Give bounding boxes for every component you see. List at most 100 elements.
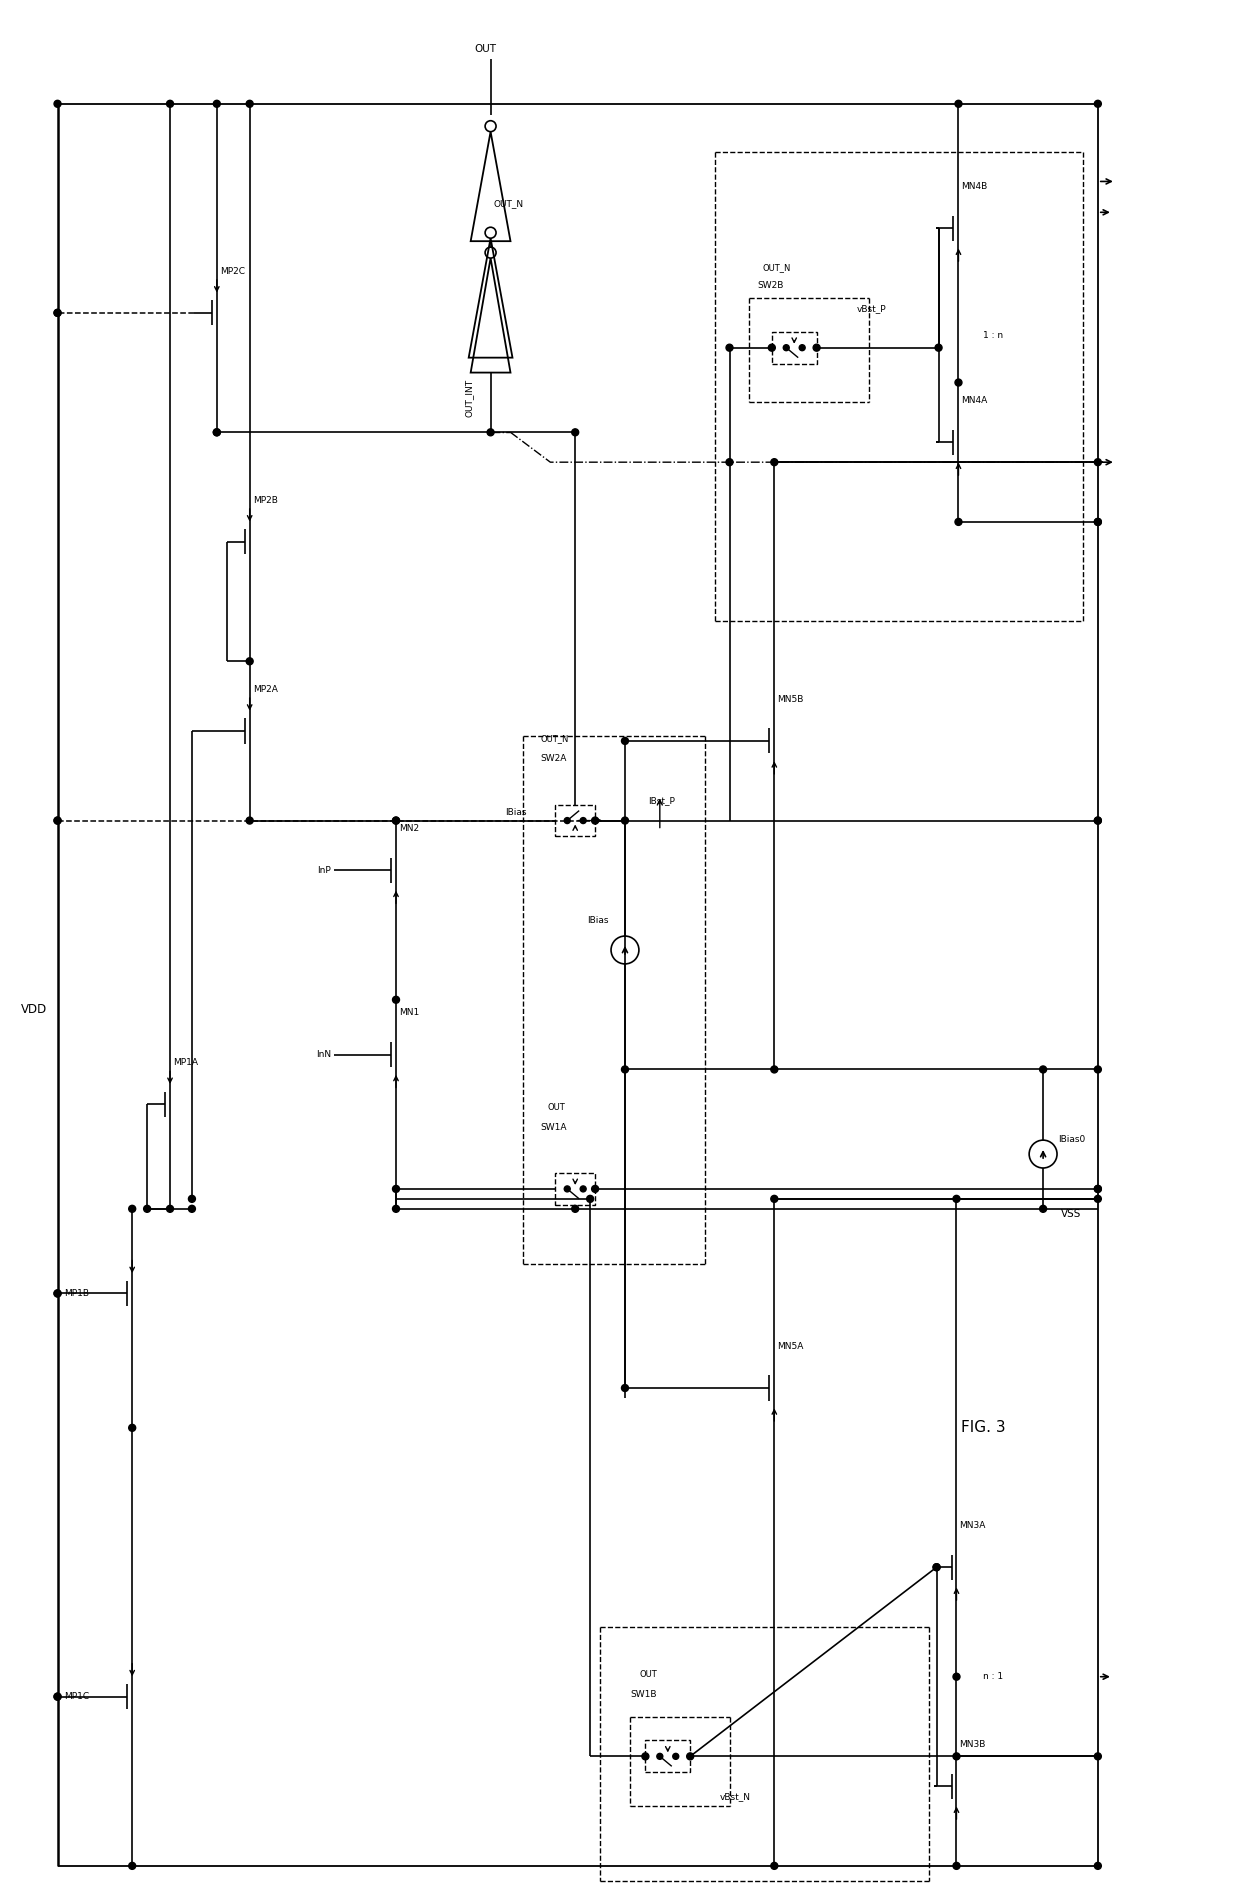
Circle shape bbox=[55, 1289, 61, 1297]
Circle shape bbox=[1095, 818, 1101, 823]
Text: OUT_N: OUT_N bbox=[494, 199, 523, 208]
Text: vBst_P: vBst_P bbox=[857, 305, 887, 314]
Circle shape bbox=[55, 100, 61, 108]
Circle shape bbox=[1095, 1863, 1101, 1870]
Circle shape bbox=[1039, 1066, 1047, 1073]
Circle shape bbox=[954, 1863, 960, 1870]
Circle shape bbox=[1039, 1206, 1047, 1212]
Circle shape bbox=[1095, 1066, 1101, 1073]
Circle shape bbox=[572, 430, 579, 435]
Circle shape bbox=[393, 996, 399, 1003]
Text: VSS: VSS bbox=[1061, 1210, 1081, 1219]
Text: SW1A: SW1A bbox=[541, 1123, 567, 1132]
Circle shape bbox=[213, 430, 221, 435]
Circle shape bbox=[784, 345, 789, 350]
Circle shape bbox=[621, 1384, 629, 1391]
Circle shape bbox=[1095, 519, 1101, 526]
Text: OUT_INT: OUT_INT bbox=[464, 379, 474, 416]
Circle shape bbox=[213, 100, 221, 108]
Circle shape bbox=[954, 1673, 960, 1681]
Text: vBst_N: vBst_N bbox=[719, 1791, 750, 1800]
Circle shape bbox=[771, 1194, 777, 1202]
Circle shape bbox=[591, 818, 599, 823]
Circle shape bbox=[932, 1564, 940, 1571]
Circle shape bbox=[800, 345, 805, 350]
Text: MN4A: MN4A bbox=[961, 396, 988, 405]
Circle shape bbox=[621, 818, 629, 823]
Circle shape bbox=[727, 458, 733, 466]
Circle shape bbox=[1095, 100, 1101, 108]
Circle shape bbox=[55, 1289, 61, 1297]
Text: OUT: OUT bbox=[475, 44, 496, 55]
Text: IBst_P: IBst_P bbox=[647, 797, 675, 805]
Circle shape bbox=[932, 1564, 940, 1571]
Circle shape bbox=[55, 818, 61, 823]
Circle shape bbox=[564, 818, 570, 823]
Circle shape bbox=[247, 818, 253, 823]
Circle shape bbox=[55, 1692, 61, 1700]
Circle shape bbox=[580, 1185, 587, 1193]
Circle shape bbox=[564, 1185, 570, 1193]
Text: IBias: IBias bbox=[588, 916, 609, 924]
Circle shape bbox=[769, 345, 775, 352]
Circle shape bbox=[393, 1206, 399, 1212]
Circle shape bbox=[572, 1206, 579, 1212]
Text: MN4B: MN4B bbox=[961, 182, 988, 191]
Text: MP1A: MP1A bbox=[174, 1058, 198, 1068]
Circle shape bbox=[144, 1206, 150, 1212]
Text: 1 : n: 1 : n bbox=[983, 331, 1003, 339]
Circle shape bbox=[1095, 818, 1101, 823]
Circle shape bbox=[55, 1692, 61, 1700]
Circle shape bbox=[1095, 1185, 1101, 1193]
Circle shape bbox=[657, 1753, 663, 1759]
Circle shape bbox=[55, 309, 61, 316]
Circle shape bbox=[687, 1753, 693, 1760]
Text: SW2A: SW2A bbox=[541, 753, 567, 763]
Circle shape bbox=[166, 100, 174, 108]
Circle shape bbox=[771, 1066, 777, 1073]
Text: MN3B: MN3B bbox=[960, 1740, 986, 1749]
Text: MP1B: MP1B bbox=[64, 1289, 89, 1299]
Circle shape bbox=[188, 1194, 196, 1202]
Circle shape bbox=[393, 818, 399, 823]
Circle shape bbox=[771, 458, 777, 466]
Text: InN: InN bbox=[316, 1051, 331, 1058]
Text: OUT_N: OUT_N bbox=[541, 734, 569, 744]
Circle shape bbox=[621, 1066, 629, 1073]
Circle shape bbox=[771, 1863, 777, 1870]
Text: OUT: OUT bbox=[547, 1104, 565, 1111]
Circle shape bbox=[954, 1753, 960, 1760]
Circle shape bbox=[1095, 1753, 1101, 1760]
Text: OUT_N: OUT_N bbox=[763, 263, 791, 273]
Circle shape bbox=[642, 1753, 649, 1760]
Circle shape bbox=[247, 100, 253, 108]
Text: OUT: OUT bbox=[640, 1670, 657, 1679]
Circle shape bbox=[129, 1206, 135, 1212]
Text: MN5B: MN5B bbox=[777, 695, 804, 704]
Circle shape bbox=[727, 345, 733, 352]
Circle shape bbox=[487, 430, 494, 435]
Circle shape bbox=[954, 1194, 960, 1202]
Circle shape bbox=[935, 345, 942, 352]
Text: MP2A: MP2A bbox=[253, 685, 278, 693]
Text: MN2: MN2 bbox=[399, 823, 419, 833]
Circle shape bbox=[587, 1194, 594, 1202]
Text: VDD: VDD bbox=[21, 1003, 47, 1017]
Text: IBias: IBias bbox=[506, 808, 527, 818]
Circle shape bbox=[955, 100, 962, 108]
Circle shape bbox=[1095, 1185, 1101, 1193]
Circle shape bbox=[213, 430, 221, 435]
Circle shape bbox=[955, 379, 962, 386]
Circle shape bbox=[247, 657, 253, 664]
Circle shape bbox=[813, 345, 820, 352]
Text: FIG. 3: FIG. 3 bbox=[961, 1420, 1006, 1435]
Circle shape bbox=[621, 738, 629, 744]
Text: MP2B: MP2B bbox=[253, 496, 278, 505]
Text: MP2C: MP2C bbox=[219, 267, 244, 276]
Circle shape bbox=[393, 818, 399, 823]
Text: SW2B: SW2B bbox=[758, 282, 784, 290]
Text: MN3A: MN3A bbox=[960, 1520, 986, 1530]
Circle shape bbox=[580, 818, 587, 823]
Circle shape bbox=[55, 818, 61, 823]
Text: IBias0: IBias0 bbox=[1058, 1134, 1085, 1143]
